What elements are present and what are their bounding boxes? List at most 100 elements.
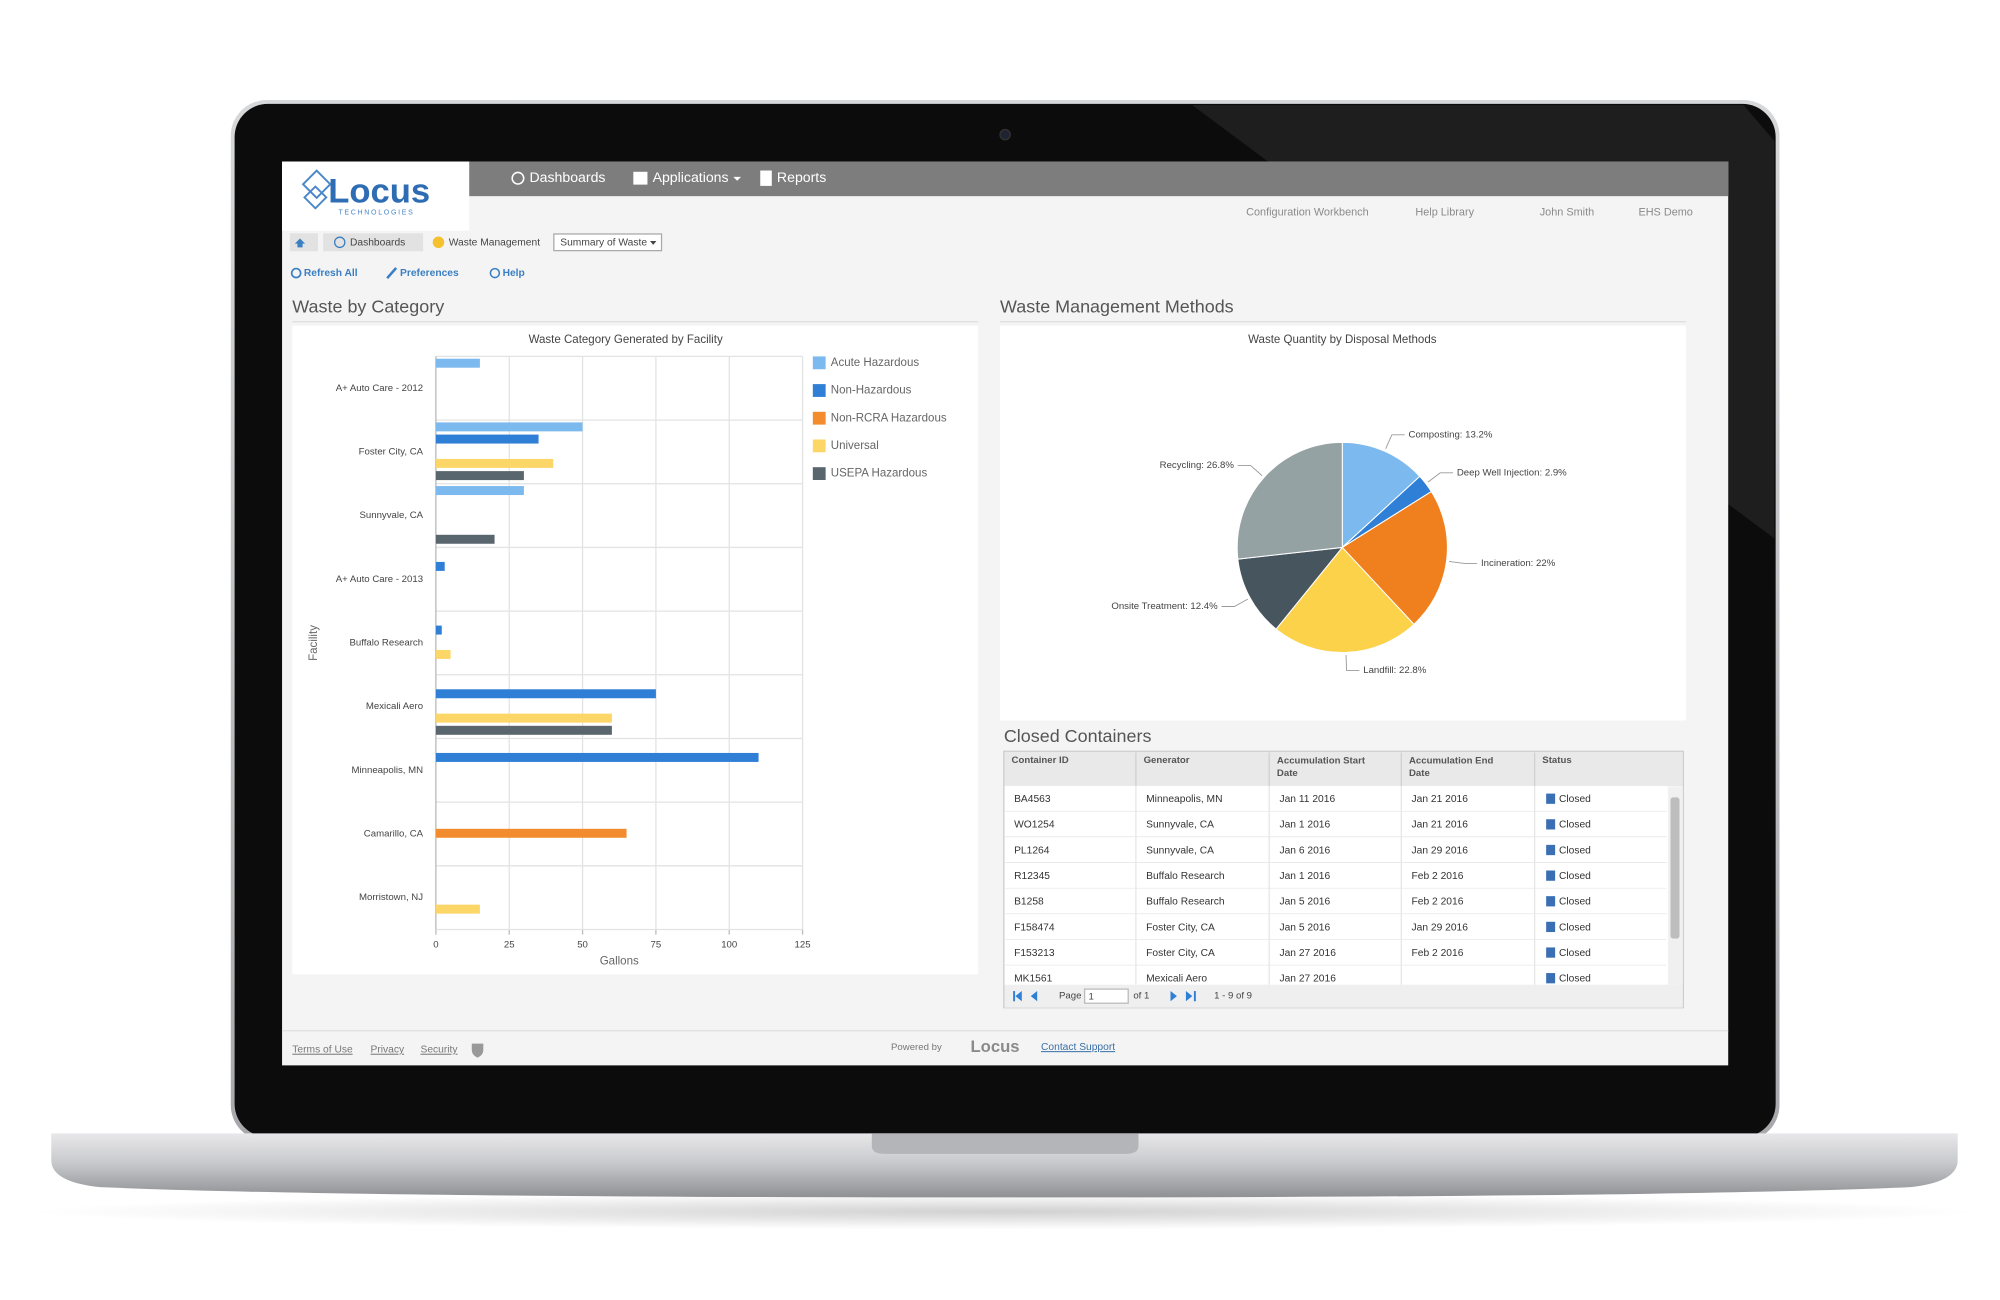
home-icon: [294, 238, 306, 248]
table-cell: Closed: [1559, 948, 1591, 959]
nav-link[interactable]: Dashboards: [529, 169, 605, 185]
y-tick-label: A+ Auto Care - 2012: [336, 383, 423, 394]
laptop-notch: [871, 1133, 1139, 1154]
nav-link[interactable]: Reports: [777, 169, 826, 185]
table-cell: Closed: [1559, 922, 1591, 933]
table-cell: Jan 29 2016: [1412, 845, 1469, 856]
table-cell: Jan 29 2016: [1412, 922, 1469, 933]
status-icon: [1546, 921, 1556, 933]
legend-swatch: [812, 356, 826, 370]
tool-icon: [489, 267, 501, 279]
table-cell: Closed: [1559, 871, 1591, 882]
table-cell: Feb 2 2016: [1412, 948, 1464, 959]
pie-slice[interactable]: [1341, 441, 1421, 549]
status-icon: [1546, 973, 1556, 984]
slice-label: Landfill: 22.8%: [1363, 665, 1426, 676]
pager-next[interactable]: [1170, 991, 1177, 1002]
table-row[interactable]: [1005, 888, 1667, 915]
table-header: [1004, 751, 1683, 787]
bar: [435, 561, 445, 571]
dropdown-caret: [733, 176, 742, 181]
bar: [435, 534, 495, 544]
column-header[interactable]: Generator: [1144, 755, 1190, 766]
table-cell: Foster City, CA: [1146, 922, 1215, 933]
panel-title: Waste Management Methods: [1000, 296, 1234, 316]
pie-slice[interactable]: [1236, 441, 1343, 560]
table-body: BA4563 Minneapolis, MN Jan 11 2016 Jan 21 2…: [1005, 785, 1667, 991]
slice-label: Deep Well Injection: 2.9%: [1457, 467, 1567, 478]
column-header[interactable]: Status: [1542, 755, 1571, 766]
tool-button[interactable]: Help: [503, 268, 525, 279]
table-row[interactable]: [1005, 811, 1667, 838]
pager-last[interactable]: [1185, 991, 1196, 1002]
table-row[interactable]: [1005, 914, 1667, 940]
pager-prev[interactable]: [1030, 991, 1038, 1002]
bar: [435, 471, 524, 481]
table-cell: Closed: [1559, 897, 1591, 908]
bar: [435, 713, 612, 723]
tool-button[interactable]: Preferences: [400, 268, 459, 279]
table-cell: Sunnyvale, CA: [1146, 820, 1214, 831]
footer-link[interactable]: Contact Support: [1041, 1042, 1115, 1053]
menu-link[interactable]: Configuration Workbench: [1246, 207, 1369, 219]
pager: [1004, 984, 1683, 1008]
y-tick-label: Mexicali Aero: [366, 701, 423, 712]
column-header[interactable]: Accumulation Start Date: [1277, 755, 1368, 779]
nav-icon: [511, 171, 525, 185]
pie-slice[interactable]: [1237, 546, 1344, 630]
logo[interactable]: Locus TECHNOLOGIES: [301, 169, 430, 217]
view-select[interactable]: [553, 233, 663, 252]
bar: [435, 434, 539, 444]
x-axis-label: Gallons: [600, 956, 639, 968]
footer-link[interactable]: Security: [421, 1045, 459, 1056]
table-cell: Buffalo Research: [1146, 897, 1225, 908]
pager-of: of 1: [1133, 991, 1149, 1002]
table-cell: F158474: [1014, 922, 1055, 933]
menu-link[interactable]: EHS Demo: [1638, 207, 1692, 219]
footer-link[interactable]: Privacy: [371, 1045, 405, 1056]
footer-link[interactable]: Terms of Use: [292, 1045, 353, 1056]
table-cell: WO1254: [1014, 820, 1055, 831]
column-header[interactable]: Container ID: [1012, 755, 1069, 766]
table-row[interactable]: [1005, 785, 1667, 812]
table-row[interactable]: [1005, 939, 1667, 966]
scrollbar-thumb[interactable]: [1670, 797, 1680, 939]
table-row[interactable]: [1005, 965, 1667, 991]
table-cell: Buffalo Research: [1146, 871, 1225, 882]
menu-link[interactable]: John Smith: [1540, 207, 1594, 219]
pie-slice[interactable]: [1275, 546, 1415, 654]
y-tick-label: Minneapolis, MN: [351, 765, 423, 776]
legend-label[interactable]: Acute Hazardous: [831, 357, 920, 369]
legend-swatch: [812, 467, 826, 480]
table-cell: PL1264: [1014, 845, 1050, 856]
legend-label[interactable]: Non-Hazardous: [831, 385, 912, 397]
legend-label[interactable]: USEPA Hazardous: [831, 468, 928, 480]
table-cell: Jan 27 2016: [1279, 974, 1336, 985]
legend-label[interactable]: Universal: [831, 440, 879, 452]
bar: [435, 486, 524, 496]
pie-slice[interactable]: [1341, 490, 1448, 626]
legend-label[interactable]: Non-RCRA Hazardous: [831, 412, 947, 424]
powered-by: Powered by: [891, 1042, 942, 1053]
menu-link[interactable]: Help Library: [1415, 207, 1474, 219]
y-tick-label: Foster City, CA: [359, 446, 424, 457]
table-cell: Closed: [1559, 820, 1591, 831]
bar: [435, 689, 656, 699]
table-cell: Jan 1 2016: [1279, 871, 1330, 882]
table-cell: Closed: [1559, 794, 1591, 805]
column-header[interactable]: Accumulation End Date: [1409, 755, 1496, 779]
pager-first[interactable]: [1013, 991, 1022, 1002]
table-row[interactable]: [1005, 862, 1667, 889]
page-input[interactable]: [1083, 988, 1129, 1004]
table-row[interactable]: [1005, 837, 1667, 863]
x-tick-label: 50: [577, 939, 588, 950]
nav-link[interactable]: Applications: [653, 169, 729, 185]
breadcrumb-link[interactable]: Dashboards: [350, 238, 405, 249]
logo-name: Locus: [328, 173, 430, 211]
tool-button[interactable]: Refresh All: [304, 268, 358, 279]
slice-label: Onsite Treatment: 12.4%: [1111, 601, 1218, 612]
table-cell: Jan 5 2016: [1279, 922, 1330, 933]
